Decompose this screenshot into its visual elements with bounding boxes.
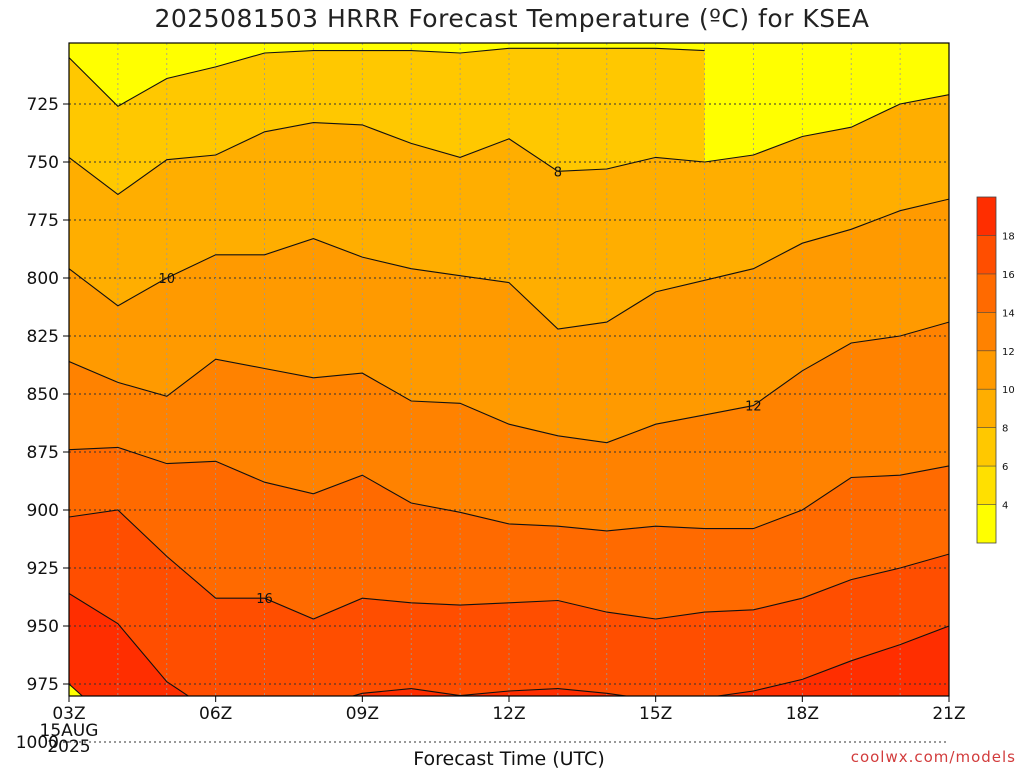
colorbar-segment [977,466,996,505]
colorbar-segment [977,312,996,351]
contour-lines [69,47,949,696]
y-tick-label: 825 [27,327,59,347]
x-tick-label: 12Z [492,704,525,724]
colorbar-label: 4 [1002,501,1008,512]
colorbar-label: 16 [1002,270,1015,281]
colorbar-segment [977,273,996,313]
y-tick-label: 850 [27,385,59,405]
y-tick-label: 800 [27,269,59,289]
colorbar-segment [977,427,996,467]
colorbar-label: 10 [1002,385,1015,396]
x-date-label: 2025 [47,737,90,757]
contour-label-16: 16 [256,592,273,607]
contour-line-16 [69,509,949,620]
x-tick-label: 09Z [346,704,379,724]
colorbar: 4 6 8 10 12 14 16 18 [976,196,1015,544]
y-tick-label: 725 [27,95,59,115]
colorbar-label: 18 [1002,231,1015,242]
colorbar-label: 14 [1002,308,1015,319]
x-tick-label: 06Z [199,704,232,724]
colorbar-frame [976,196,997,544]
colorbar-segment [977,350,996,390]
contour-line-8 [69,94,949,196]
x-tick-label: 03Z [52,704,85,724]
grid-lines [69,43,949,743]
contour-label-12: 12 [745,400,762,415]
contour-label-10: 10 [159,272,176,287]
contour-labels: 8 10 12 16 [159,165,762,607]
fill-band-18 [69,593,949,696]
contour-label-8: 8 [554,165,562,180]
y-tick-label: 950 [27,617,59,637]
contour-line-18 [69,593,949,696]
x-tick-label: 15Z [639,704,672,724]
colorbar-label: 8 [1002,424,1008,435]
y-tick-label: 900 [27,501,59,521]
y-tick-label: 750 [27,153,59,173]
y-axis: 725 750 775 800 825 850 875 900 925 950 975 1000 [16,95,69,753]
colorbar-segment [977,504,996,543]
contour-line-14 [69,446,949,532]
y-tick-label: 925 [27,559,59,579]
contour-line-10 [69,198,949,330]
chart-title: 2025081503 HRRR Forecast Temperature (ºC… [154,4,870,33]
x-date-label: 15AUG [40,721,99,741]
colorbar-label: 6 [1002,462,1008,473]
x-tick-label: 18Z [786,704,819,724]
y-tick-label: 875 [27,443,59,463]
y-tick-label: 775 [27,211,59,231]
x-tick-label: 21Z [932,704,965,724]
contour-line-12 [69,321,949,444]
colorbar-segment [977,389,996,428]
y-tick-label: 975 [27,675,59,695]
colorbar-label: 12 [1002,347,1015,358]
contour-line-6 [69,47,705,107]
colorbar-segment [977,235,996,274]
x-axis-label: Forecast Time (UTC) [413,748,604,768]
colorbar-segment [977,197,996,236]
credit-text[interactable]: coolwx.com/models [851,748,1016,766]
y-tick-label: 1000 [16,733,59,753]
